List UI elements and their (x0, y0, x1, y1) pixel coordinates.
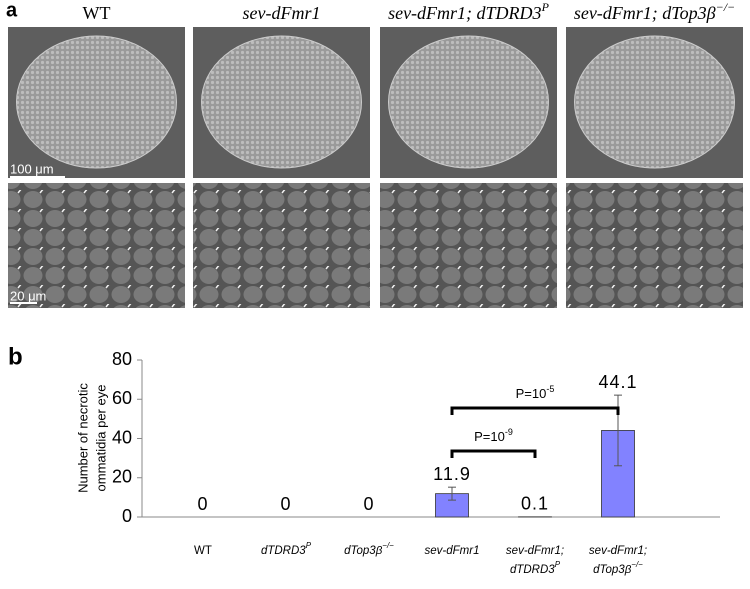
p-value-text: P=10 (474, 429, 505, 444)
closeup-image (193, 183, 370, 308)
x-tick-text: dTop3β (344, 545, 383, 557)
header-sup: P (541, 0, 550, 14)
eye-surface (388, 35, 549, 169)
panel-label: a (6, 0, 18, 21)
x-tick-text: sev-dFmr1; (506, 545, 564, 557)
x-tick-text: dTop3β (593, 564, 632, 576)
value-label: 0.1 (521, 494, 549, 514)
header-text: sev-dFmr1; dTop3β (574, 3, 716, 23)
x-tick-text: WT (194, 545, 212, 557)
y-tick-label: 80 (112, 349, 132, 369)
value-label: 0 (363, 494, 374, 514)
x-tick-sup: P (306, 541, 312, 550)
header-text: sev-dFmr1; dTDRD3 (388, 3, 541, 23)
column-header: sev-dFmr1; dTDRD3P (388, 0, 549, 23)
y-tick-label: 40 (112, 427, 132, 447)
y-tick-label: 0 (122, 506, 132, 526)
x-tick-text: dTDRD3 (510, 564, 555, 576)
x-tick-sup: P (555, 560, 561, 569)
header-text: sev-dFmr1 (243, 3, 321, 23)
eye-surface (16, 35, 177, 169)
p-value: P=10-5 (516, 384, 555, 401)
panel-b: b 0 20 40 60 80 Number of necrotic ommatidia p… (8, 343, 720, 576)
x-tick-label: dTop3β−/− (593, 560, 643, 576)
x-tick-sup: −/− (631, 560, 643, 569)
value-label: 11.9 (433, 464, 471, 484)
closeup-image (380, 183, 557, 308)
scale-bar-label: 100 μm (10, 161, 54, 176)
x-tick-label: dTDRD3P (261, 541, 312, 557)
x-tick-label: sev-dFmr1; (506, 545, 564, 557)
column-header: WT (83, 3, 111, 23)
x-tick-text: sev-dFmr1 (425, 545, 480, 557)
header-text: WT (83, 3, 111, 23)
y-tick-label: 60 (112, 388, 132, 408)
image-grid: WT sev-dFmr1 sev-dFmr1; dTDRD3P sev-dFmr1; … (8, 0, 743, 308)
closeup-image (8, 183, 185, 308)
x-tick-label: sev-dFmr1; (589, 545, 647, 557)
eye-surface (201, 35, 362, 169)
panel-a: a WT sev-dFmr1 sev-dFmr1; dTDRD3P sev-dFmr1… (6, 0, 743, 308)
x-tick-text: sev-dFmr1; (589, 545, 647, 557)
value-label: 0 (197, 494, 208, 514)
value-label: 44.1 (598, 372, 637, 392)
x-tick-sup: −/− (382, 541, 394, 550)
eye-surface (574, 35, 735, 169)
header-sup: −/− (716, 0, 736, 14)
scale-bar-label: 20 μm (10, 288, 46, 303)
error-bar (448, 486, 456, 501)
y-axis-label: ommatidia per eye (93, 385, 108, 492)
p-value-sup: -5 (546, 384, 554, 394)
closeup-image (566, 183, 743, 308)
column-header: sev-dFmr1 (243, 3, 321, 23)
x-tick-label: dTDRD3P (510, 560, 561, 576)
significance-bracket (450, 449, 537, 458)
p-value-text: P=10 (516, 386, 547, 401)
x-tick-text: dTDRD3 (261, 545, 306, 557)
p-value: P=10-9 (474, 427, 513, 444)
p-value-sup: -9 (505, 427, 513, 437)
significance-bracket (450, 406, 620, 415)
y-axis-label: Number of necrotic (75, 383, 90, 493)
x-tick-label: dTop3β−/− (344, 541, 394, 557)
x-tick-label: sev-dFmr1 (425, 545, 480, 557)
value-label: 0 (280, 494, 291, 514)
y-tick-label: 20 (112, 467, 132, 487)
x-tick-label: WT (194, 545, 212, 557)
column-header: sev-dFmr1; dTop3β−/− (574, 0, 735, 23)
panel-label: b (8, 343, 23, 370)
